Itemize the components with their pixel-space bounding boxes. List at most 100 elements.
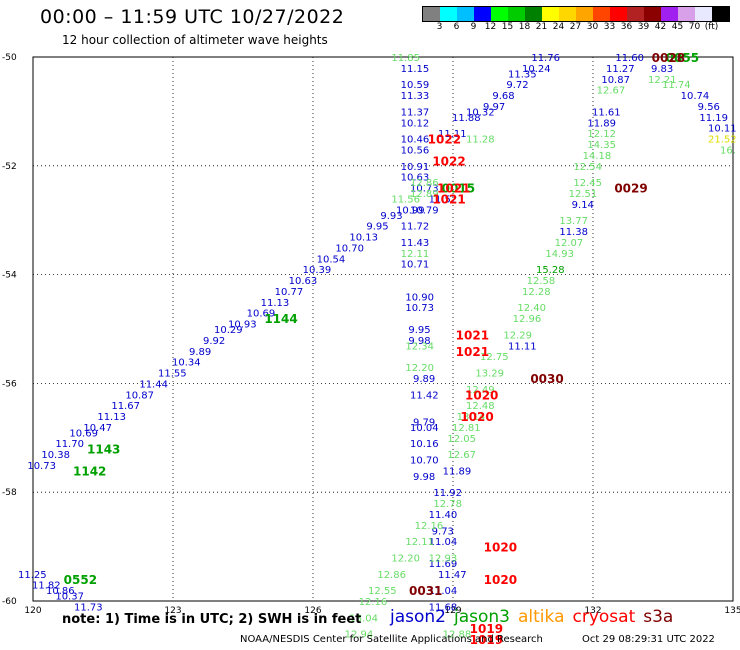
wave-height-value: 14.93 [545,249,574,260]
wave-height-value: 9.89 [413,374,435,385]
pass-time-label: 1143 [87,443,120,457]
longitude-label: 126 [304,606,321,616]
scale-swatch [474,7,491,21]
wave-height-value: 12.55 [368,586,397,597]
wave-height-value: 11.04 [429,537,458,548]
wave-height-value: 10.38 [41,450,70,461]
scale-label: 24 [552,22,565,32]
wave-height-value: 11.55 [158,369,187,380]
scale-swatch [661,7,678,21]
wave-height-value: 10.73 [410,184,439,195]
wave-height-value: 9.83 [651,64,673,75]
wave-height-value: 12.93 [429,553,458,564]
pass-time-label: 0015 [442,182,475,196]
wave-height-value: 12.51 [569,189,598,200]
wave-height-value: 11.52 [429,194,458,205]
wave-height-value: 10.63 [401,173,430,184]
scale-swatch [678,7,695,21]
wave-height-value: 11.89 [443,466,472,477]
scale-label: 9 [470,22,477,32]
wave-height-value: 9.89 [189,347,211,358]
wave-height-value: 11.69 [429,559,458,570]
pass-time-label: 1021 [456,328,489,342]
observation-labels: 10.7310.3811.7010.6910.4711.1311.6710.87… [18,53,737,641]
scale-label: 21 [535,22,548,32]
wave-height-value: 12.48 [466,401,495,412]
wave-height-value: 11.88 [452,113,481,124]
wave-height-value: 10.90 [405,292,434,303]
map-subtitle: 12 hour collection of altimeter wave hei… [62,33,328,47]
wave-height-value: 10.69 [69,428,98,439]
wave-height-value: 11.42 [410,390,439,401]
wave-height-value: 10.12 [401,118,430,129]
wave-height-value: 13.77 [559,216,588,227]
legend-jason3: jason3 [454,607,510,627]
scale-swatch [559,7,576,21]
wave-height-value: 11.89 [587,118,616,129]
scale-swatch [576,7,593,21]
credit-line: NOAA/NESDIS Center for Satellite Applica… [240,634,543,645]
wave-height-value: 11.27 [606,64,635,75]
wave-height-value: 11.43 [401,238,430,249]
wave-height-value: 12.86 [410,178,439,189]
pass-time-label: 1020 [460,410,493,424]
scale-label: 30 [586,22,599,32]
wave-height-value: 12.29 [503,330,532,341]
scale-label: 36 [620,22,633,32]
latitude-label: -54 [2,271,17,281]
wave-height-value: 11.56 [391,194,420,205]
scale-swatch [423,7,440,21]
wave-height-value: 12.28 [522,287,551,298]
legend-cryosat: cryosat [572,607,636,627]
map-frame [32,56,734,602]
wave-height-value: 11.73 [74,602,103,613]
wave-height-value: 11.74 [662,80,691,91]
wave-height-value: 11.35 [508,69,537,80]
pass-time-label: 1021 [437,182,470,196]
latitude-label: -52 [2,162,17,172]
scale-label: 27 [569,22,582,32]
wave-height-value: 11.13 [97,412,126,423]
wave-height-value: 14.18 [583,151,612,162]
scale-label: 70 [688,22,701,32]
pass-time-label: 0030 [530,372,563,386]
wave-height-value: 11.11 [508,341,537,352]
wave-height-value: 12.34 [405,341,434,352]
pass-time-label: 0031 [409,584,442,598]
scale-swatch [593,7,610,21]
wave-height-value: 12.16 [359,597,388,608]
wave-height-value: 9.73 [432,526,454,537]
time-labels: 1142114311440552001500551022102210211021… [64,51,699,647]
wave-height-value: 13.29 [475,369,504,380]
wave-height-value: 21.52 [708,135,737,146]
wave-height-value: 12.81 [452,423,481,434]
longitude-label: 123 [164,606,181,616]
wave-height-value: 9.97 [483,102,505,113]
wave-height-value: 11.82 [32,581,61,592]
pass-time-label: 0055 [666,51,699,65]
wave-height-value: 12.86 [377,570,406,581]
scale-swatch [508,7,525,21]
wave-height-value: 12.11 [401,249,430,260]
wave-height-value: 12.07 [555,238,584,249]
wave-height-value: 10.74 [681,91,710,102]
pass-time-label: 1021 [456,345,489,359]
scale-label: 42 [654,22,667,32]
wave-height-value: 9.92 [203,336,225,347]
wave-height-value: 11.67 [111,401,140,412]
pass-time-label: 0028 [652,51,685,65]
scale-label: (ft) [704,22,719,32]
wave-height-value: 11.40 [429,510,458,521]
legend-altika: altika [518,607,565,627]
wave-height-color-scale [422,6,730,22]
scale-swatch [542,7,559,21]
wave-height-value: 9.98 [408,336,430,347]
pass-time-label: 1020 [484,541,517,555]
wave-height-value: 12.58 [527,276,556,287]
wave-height-value: 10.32 [466,107,495,118]
wave-height-value: 11.33 [401,91,430,102]
wave-height-value: 12.89 [410,189,439,200]
wave-height-value: 10.56 [401,145,430,156]
scale-label: 45 [671,22,684,32]
